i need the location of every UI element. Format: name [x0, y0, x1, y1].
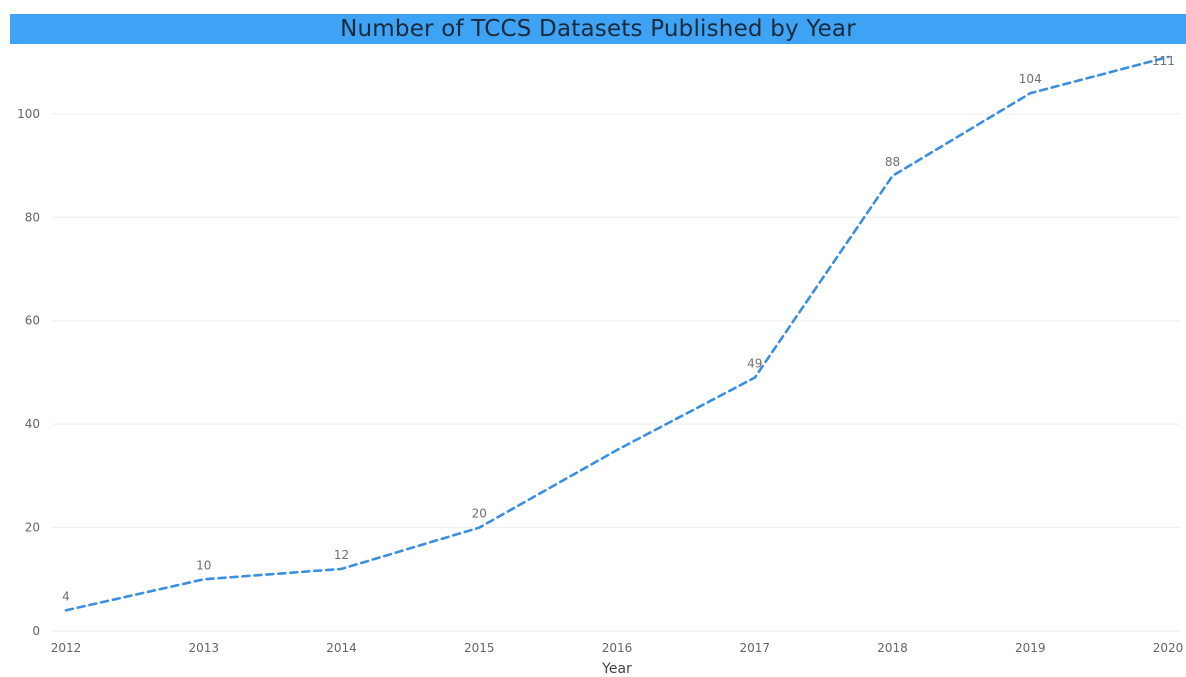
y-tick-label: 80 [25, 210, 40, 224]
gridlines [52, 113, 1180, 632]
data-label: 88 [885, 155, 900, 169]
x-tick-label: 2012 [51, 641, 82, 655]
x-tick-label: 2019 [1015, 641, 1046, 655]
data-label: 4 [62, 589, 70, 603]
y-tick-label: 100 [17, 107, 40, 121]
x-tick-label: 2014 [326, 641, 357, 655]
x-axis-title: Year [601, 661, 632, 677]
x-tick-label: 2018 [877, 641, 908, 655]
data-label: 12 [334, 548, 349, 562]
chart-title-bar: Number of TCCS Datasets Published by Yea… [10, 14, 1186, 44]
y-tick-label: 60 [25, 314, 40, 328]
y-tick-label: 40 [25, 417, 40, 431]
data-label: 111 [1152, 54, 1175, 68]
y-tick-label: 20 [25, 521, 40, 535]
x-tick-label: 2013 [188, 641, 219, 655]
chart-title: Number of TCCS Datasets Published by Yea… [340, 16, 856, 42]
data-label: 49 [747, 357, 762, 371]
x-tick-label: 2016 [602, 641, 633, 655]
x-tick-label: 2015 [464, 641, 495, 655]
data-label: 20 [472, 507, 487, 521]
series-line [64, 55, 1170, 612]
data-label: 104 [1019, 72, 1042, 86]
x-tick-label: 2017 [739, 641, 770, 655]
x-axis-ticks: 2012 2013 2014 2015 2016 2017 2018 2019 2020 [51, 641, 1184, 655]
y-tick-label: 0 [32, 624, 40, 638]
y-axis-ticks: 0 20 40 60 80 100 [17, 107, 40, 638]
data-labels: 4 10 12 20 49 88 104 111 [62, 54, 1175, 603]
data-label: 10 [196, 558, 211, 572]
x-tick-label: 2020 [1153, 641, 1184, 655]
